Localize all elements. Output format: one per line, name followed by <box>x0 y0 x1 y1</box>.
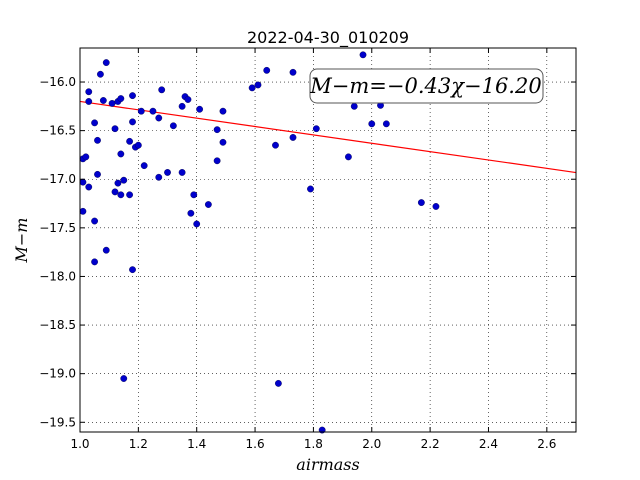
data-point <box>213 126 221 134</box>
y-tick-label: −17.5 <box>39 221 76 235</box>
data-point <box>359 51 367 59</box>
y-tick-label: −19.0 <box>39 367 76 381</box>
fit-line <box>79 100 577 174</box>
data-point <box>272 141 279 149</box>
data-point <box>312 125 320 133</box>
data-point <box>117 191 125 199</box>
y-tick-label: −18.0 <box>39 269 76 283</box>
data-point <box>129 266 136 274</box>
data-point <box>94 170 101 178</box>
data-point <box>129 92 136 100</box>
x-tick-label: 2.0 <box>362 437 381 451</box>
y-tick-label: −17.0 <box>39 172 76 186</box>
data-point <box>117 150 125 158</box>
data-point <box>289 68 297 76</box>
data-point <box>213 157 221 165</box>
data-point <box>274 379 282 387</box>
chart-title: 2022-04-30_010209 <box>247 28 409 48</box>
x-tick-label: 2.6 <box>537 437 556 451</box>
x-tick-label: 1.6 <box>246 437 265 451</box>
data-point <box>204 201 212 208</box>
data-points <box>79 51 440 434</box>
data-point <box>126 137 134 145</box>
data-point <box>137 107 145 115</box>
x-tick-label: 1.0 <box>70 437 89 451</box>
data-point <box>111 188 119 196</box>
data-point <box>91 258 98 266</box>
data-point <box>155 173 163 181</box>
x-tick-label: 2.4 <box>479 437 498 451</box>
data-point <box>350 102 358 110</box>
data-point <box>111 125 119 133</box>
data-point <box>126 191 134 199</box>
data-point <box>140 162 148 170</box>
data-point <box>102 59 110 66</box>
data-point <box>219 107 227 115</box>
data-point <box>79 178 87 186</box>
data-point <box>82 153 90 161</box>
data-point <box>134 141 142 149</box>
data-point <box>129 118 136 126</box>
data-point <box>193 220 201 228</box>
data-point <box>307 185 314 193</box>
plot-frame <box>79 47 577 433</box>
data-point <box>196 105 204 113</box>
data-point <box>289 134 297 141</box>
data-point <box>187 209 195 217</box>
data-point <box>85 98 93 105</box>
y-tick-label: −19.5 <box>39 415 76 429</box>
data-point <box>368 120 376 128</box>
data-point <box>155 114 163 122</box>
plot-area <box>80 48 576 432</box>
data-point <box>254 81 262 89</box>
data-point <box>99 97 107 104</box>
data-point <box>158 86 166 94</box>
data-point <box>263 66 271 74</box>
data-point <box>164 169 171 176</box>
y-tick-label: −18.5 <box>39 318 76 332</box>
data-point <box>85 88 93 96</box>
data-point <box>85 183 93 191</box>
data-point <box>120 375 128 382</box>
data-point <box>417 199 425 206</box>
y-tick-label: −16.0 <box>39 75 76 89</box>
data-point <box>178 169 186 176</box>
data-point <box>91 119 98 127</box>
data-point <box>149 107 157 115</box>
data-point <box>190 191 198 199</box>
data-point <box>432 203 440 210</box>
data-point <box>219 138 227 146</box>
x-axis-label: airmass <box>296 455 359 474</box>
data-point <box>169 122 177 130</box>
data-point <box>94 136 101 144</box>
data-point <box>184 96 192 103</box>
axis-ticks: 1.0 1.2 1.4 1.6 1.8 2.0 2.2 2.4 2.6 −16.0 −16.5 −17… <box>39 48 576 451</box>
data-point <box>345 153 352 161</box>
y-tick-label: −16.5 <box>39 124 76 138</box>
data-point <box>120 176 128 184</box>
data-point <box>79 207 87 215</box>
y-axis-label: M−m <box>12 218 31 264</box>
data-point <box>248 84 256 92</box>
x-tick-label: 2.2 <box>421 437 440 451</box>
data-point <box>114 179 122 187</box>
x-tick-label: 1.8 <box>304 437 323 451</box>
fit-equation: M−m=−0.43χ−16.20 <box>309 74 541 98</box>
x-tick-label: 1.2 <box>129 437 148 451</box>
fit-annotation: M−m=−0.43χ−16.20 <box>309 68 544 104</box>
data-point <box>117 95 125 102</box>
fit-line-group <box>79 100 577 174</box>
data-point <box>97 70 104 78</box>
data-point <box>108 100 116 107</box>
data-point <box>102 246 110 254</box>
data-point <box>382 120 390 128</box>
x-tick-label: 1.4 <box>187 437 206 451</box>
annotation-box <box>309 68 544 104</box>
data-point <box>178 102 186 110</box>
data-point <box>91 217 98 225</box>
